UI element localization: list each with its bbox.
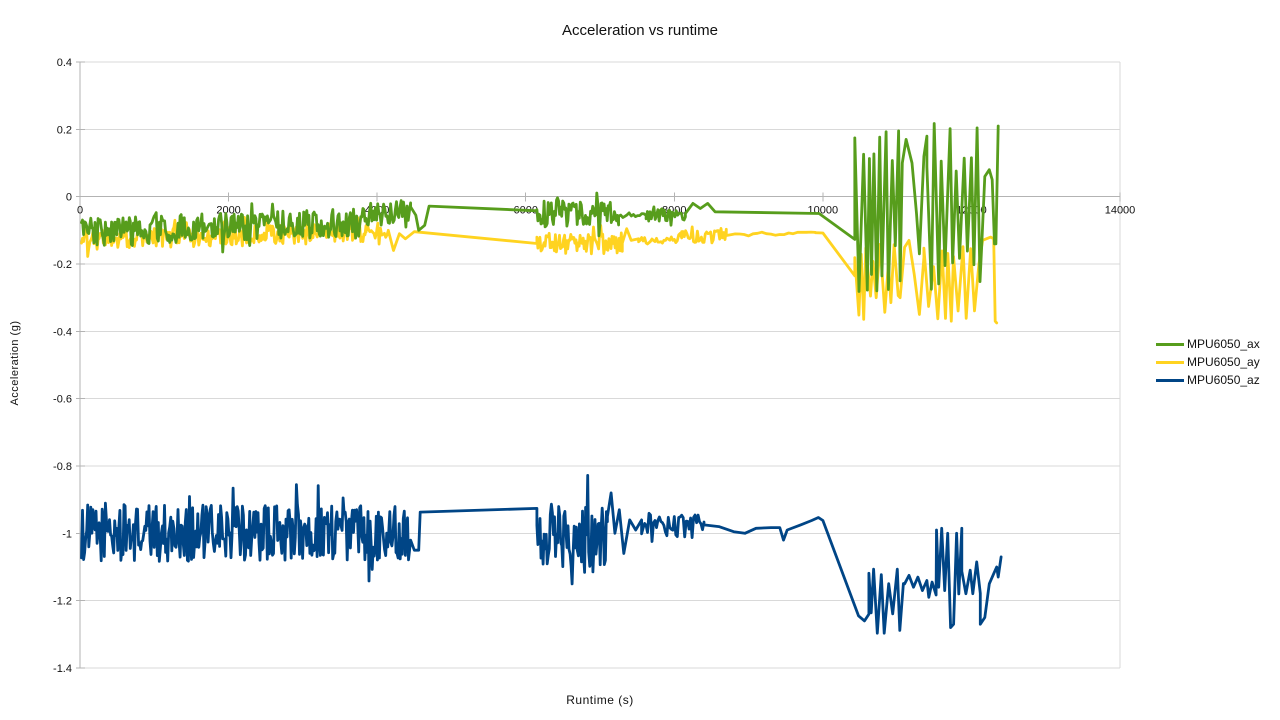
- y-tick-label: 0.4: [57, 57, 72, 69]
- legend-line-swatch-ax: [1156, 342, 1184, 346]
- y-tick-label: -0.4: [53, 326, 72, 338]
- y-tick-label: -1.2: [53, 596, 72, 608]
- y-tick-label: -1: [62, 528, 72, 540]
- legend-item-ax: MPU6050_ax: [1156, 335, 1260, 353]
- legend-line-swatch-ay: [1156, 360, 1184, 364]
- y-tick-label: -0.8: [53, 461, 72, 473]
- series-line-MPU6050_ax: [80, 122, 1000, 293]
- x-tick-label: 14000: [1105, 205, 1136, 217]
- legend-label-ay: MPU6050_ay: [1187, 355, 1260, 369]
- legend: MPU6050_ax MPU6050_ay MPU6050_az: [1156, 335, 1260, 389]
- legend-item-ay: MPU6050_ay: [1156, 353, 1260, 371]
- x-tick-label: 0: [77, 205, 83, 217]
- chart-title: Acceleration vs runtime: [562, 22, 718, 39]
- y-tick-label: 0.2: [57, 124, 72, 136]
- y-tick-label: -1.4: [53, 663, 72, 675]
- y-tick-label: -0.6: [53, 394, 72, 406]
- y-tick-label: -0.2: [53, 259, 72, 271]
- y-tick-label: 0: [66, 192, 72, 204]
- legend-label-ax: MPU6050_ax: [1187, 337, 1260, 351]
- legend-label-az: MPU6050_az: [1187, 373, 1260, 387]
- legend-line-swatch-az: [1156, 378, 1184, 382]
- x-axis-title: Runtime (s): [566, 693, 634, 707]
- series-line-MPU6050_az: [80, 474, 1003, 635]
- legend-item-az: MPU6050_az: [1156, 371, 1260, 389]
